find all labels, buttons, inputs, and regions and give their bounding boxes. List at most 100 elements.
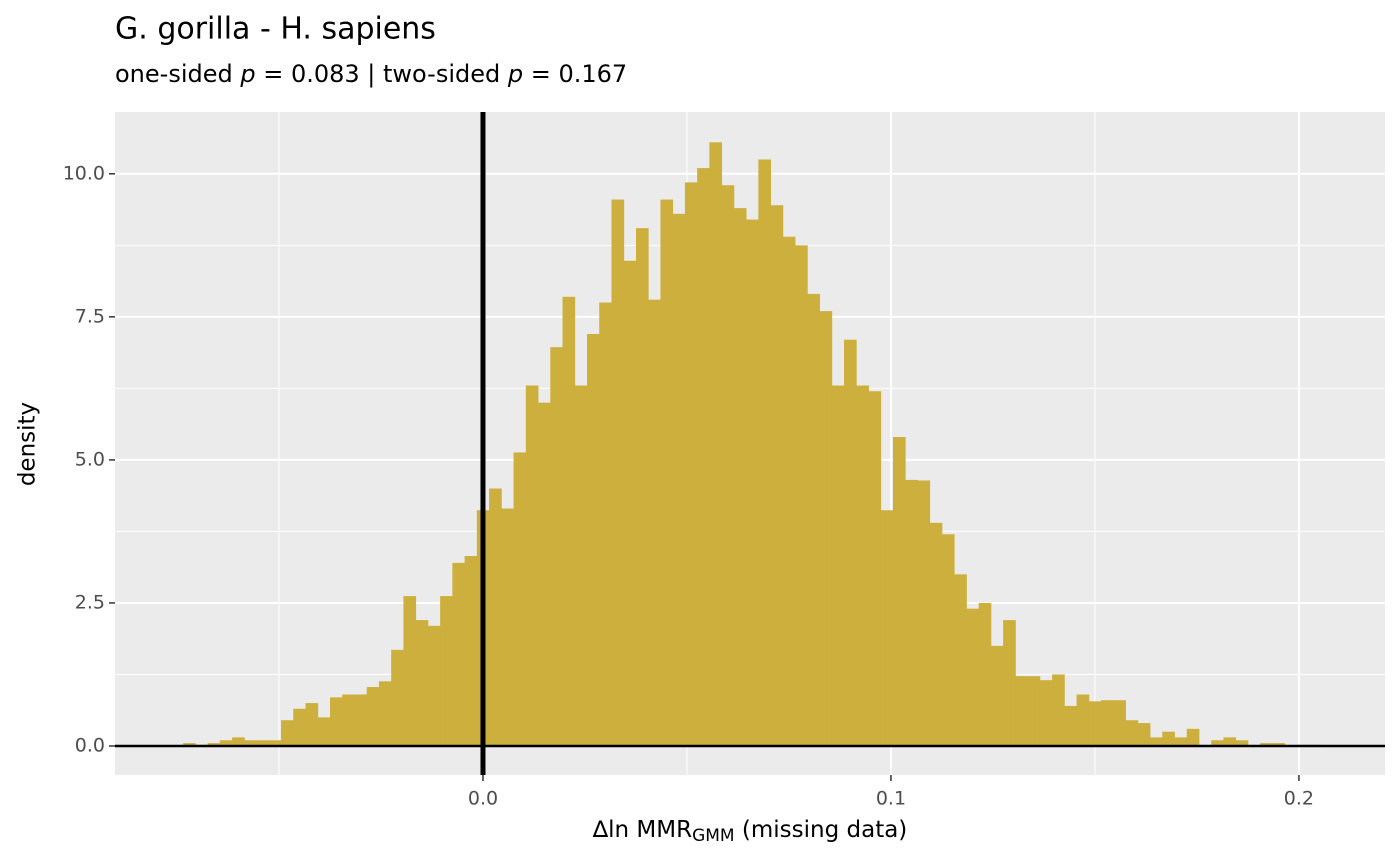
y-tick-label: 2.5 — [75, 591, 105, 613]
bar — [256, 740, 270, 746]
bar — [281, 720, 294, 746]
bar — [329, 697, 343, 746]
bar — [954, 574, 967, 746]
bar — [183, 743, 196, 746]
bar — [672, 213, 686, 746]
bar — [746, 219, 759, 746]
y-tick-label: 7.5 — [75, 305, 105, 327]
bar — [1150, 737, 1163, 746]
subtitle-part: one-sided — [115, 60, 240, 88]
bar — [599, 302, 612, 746]
bar — [562, 296, 576, 746]
x-tick-label: 0.1 — [876, 788, 906, 810]
bar — [574, 385, 588, 746]
subtitle-part: = 0.167 — [523, 60, 627, 88]
bar — [770, 205, 784, 746]
bar — [868, 391, 882, 746]
bar — [880, 510, 894, 746]
y-tick-label: 0.0 — [75, 734, 105, 756]
x-tick-label: 0.0 — [468, 788, 498, 810]
bar — [635, 228, 649, 746]
bar — [1015, 676, 1029, 746]
bar — [244, 740, 257, 746]
bar — [427, 625, 441, 746]
bar — [538, 402, 551, 746]
bar — [378, 681, 392, 746]
bar — [1260, 743, 1273, 746]
bar — [464, 556, 478, 746]
y-tick-label: 5.0 — [75, 448, 105, 470]
bar — [941, 534, 955, 746]
bar — [611, 199, 625, 746]
bar — [1003, 620, 1016, 746]
x-title-part: (missing data) — [735, 817, 908, 843]
bar — [807, 293, 820, 746]
bar — [587, 334, 600, 746]
bar — [623, 260, 637, 746]
bar — [1113, 700, 1126, 746]
bar — [550, 347, 563, 746]
bar — [684, 182, 698, 746]
bar — [1137, 723, 1151, 746]
bar — [844, 339, 857, 746]
bar — [1162, 731, 1175, 746]
bar — [232, 737, 245, 746]
y-axis-title: density — [15, 402, 41, 486]
bar — [929, 522, 943, 746]
bar — [978, 602, 992, 746]
bar — [317, 717, 331, 746]
bar — [1039, 680, 1053, 746]
bar — [305, 703, 319, 746]
bar — [990, 645, 1004, 746]
bar — [733, 208, 747, 746]
bar — [1174, 737, 1188, 746]
x-tick-label: 0.2 — [1284, 788, 1314, 810]
bar — [1223, 737, 1237, 746]
bar — [293, 708, 306, 746]
bar — [1052, 674, 1065, 746]
x-title-part: ∆ln MMR — [592, 817, 692, 843]
bar — [697, 168, 710, 746]
bar — [513, 452, 527, 746]
bar — [452, 562, 466, 746]
bar — [391, 649, 404, 746]
bar — [660, 199, 674, 746]
bar — [354, 694, 368, 746]
bar — [525, 385, 539, 746]
bar — [795, 245, 808, 746]
bar — [501, 508, 514, 746]
chart-title: G. gorilla - H. sapiens — [115, 12, 436, 47]
bar — [1064, 705, 1077, 746]
bar — [1186, 728, 1200, 746]
x-axis-title: ∆ln MMRGMM (missing data) — [592, 817, 908, 847]
bar — [1076, 694, 1090, 746]
bar — [856, 385, 869, 746]
x-title-sub: GMM — [692, 826, 735, 846]
subtitle-part: p — [507, 60, 523, 88]
bar — [1027, 676, 1041, 746]
bar — [219, 740, 233, 746]
subtitle-part: p — [239, 60, 255, 88]
bar — [758, 159, 772, 746]
bar — [892, 437, 906, 746]
bar — [1088, 701, 1102, 746]
bar — [831, 385, 845, 746]
bar — [440, 596, 453, 746]
bar — [819, 311, 833, 746]
bar — [709, 142, 723, 746]
bar — [403, 596, 417, 746]
bar — [966, 608, 980, 746]
bar — [1101, 700, 1114, 746]
bar — [721, 185, 735, 746]
y-tick-label: 10.0 — [63, 162, 105, 184]
bar — [1211, 740, 1224, 746]
bar — [1235, 740, 1249, 746]
bar — [415, 620, 429, 746]
bar — [648, 299, 661, 746]
subtitle-part: = 0.083 | two-sided — [256, 60, 508, 88]
bar — [1125, 720, 1139, 746]
bar — [782, 236, 796, 746]
bar — [1272, 743, 1286, 746]
